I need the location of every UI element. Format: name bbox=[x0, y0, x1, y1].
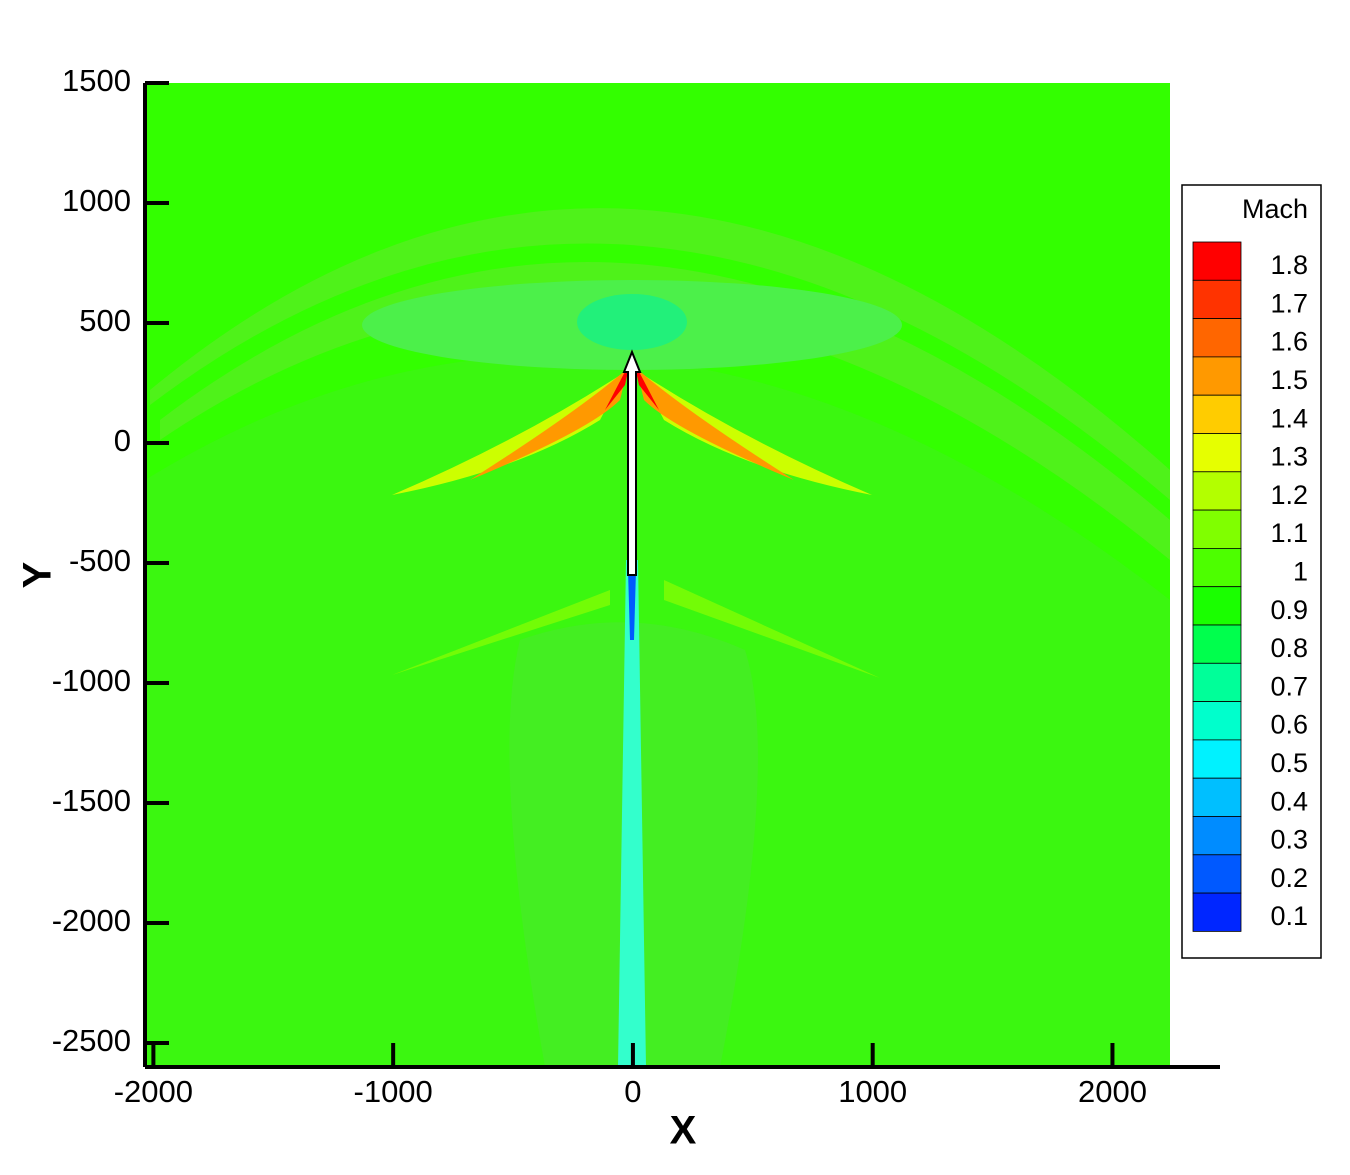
x-tick-label: 0 bbox=[624, 1074, 641, 1109]
legend-swatch bbox=[1192, 586, 1242, 626]
legend-label: 1 bbox=[1293, 557, 1308, 587]
tail-shock bbox=[392, 590, 610, 675]
legend-label: 1.5 bbox=[1270, 365, 1308, 395]
legend-title: Mach bbox=[1242, 194, 1308, 224]
legend-swatch bbox=[1192, 854, 1242, 894]
legend-label: 1.2 bbox=[1270, 480, 1308, 510]
bubble bbox=[577, 294, 687, 350]
legend-swatch bbox=[1192, 241, 1242, 281]
x-tick-label: -2000 bbox=[114, 1074, 193, 1109]
legend-swatch bbox=[1192, 318, 1242, 358]
x-tick-label: -1000 bbox=[354, 1074, 433, 1109]
legend-label: 1.3 bbox=[1270, 442, 1308, 472]
legend-label: 0.9 bbox=[1270, 595, 1308, 625]
legend-swatch bbox=[1192, 624, 1242, 664]
legend-label: 0.1 bbox=[1270, 901, 1308, 931]
legend-label: 0.8 bbox=[1270, 633, 1308, 663]
contour-field bbox=[145, 83, 1170, 1067]
legend-label: 1.8 bbox=[1270, 250, 1308, 280]
x-axis-label: X bbox=[670, 1109, 697, 1153]
shock-arc bbox=[160, 261, 1170, 560]
legend-swatch bbox=[1192, 816, 1242, 856]
legend-label: 1.7 bbox=[1270, 288, 1308, 318]
y-tick-label: -1000 bbox=[52, 663, 131, 698]
wake-jet bbox=[628, 570, 636, 640]
legend-label: 0.6 bbox=[1270, 710, 1308, 740]
expansion-fan bbox=[634, 362, 659, 410]
legend-swatch bbox=[1192, 279, 1242, 319]
legend-label: 0.2 bbox=[1270, 863, 1308, 893]
legend-swatch bbox=[1192, 701, 1242, 741]
legend-label: 1.1 bbox=[1270, 518, 1308, 548]
tail-shock bbox=[664, 580, 880, 678]
y-tick-label: -2000 bbox=[52, 903, 131, 938]
legend-label: 0.7 bbox=[1270, 671, 1308, 701]
legend-swatch bbox=[1192, 394, 1242, 434]
y-tick-label: -500 bbox=[69, 543, 131, 578]
legend-swatch bbox=[1192, 777, 1242, 817]
y-tick-label: -1500 bbox=[52, 783, 131, 818]
y-tick-label: -2500 bbox=[52, 1023, 131, 1058]
legend-swatch bbox=[1192, 739, 1242, 779]
legend-swatch bbox=[1192, 471, 1242, 511]
x-tick-label: 2000 bbox=[1078, 1074, 1147, 1109]
legend-swatch bbox=[1192, 548, 1242, 588]
legend-swatch bbox=[1192, 892, 1242, 932]
wake-jet bbox=[618, 560, 646, 1067]
y-tick-label: 1500 bbox=[62, 63, 131, 98]
legend-label: 1.6 bbox=[1270, 327, 1308, 357]
legend-swatch bbox=[1192, 356, 1242, 396]
legend-label: 0.4 bbox=[1270, 786, 1308, 816]
y-tick-label: 0 bbox=[114, 423, 131, 458]
legend-swatch bbox=[1192, 662, 1242, 702]
y-tick-label: 500 bbox=[79, 303, 131, 338]
expansion-fan bbox=[605, 362, 630, 410]
legend-label: 0.3 bbox=[1270, 825, 1308, 855]
y-tick-label: 1000 bbox=[62, 183, 131, 218]
y-axis-label: Y bbox=[16, 561, 60, 588]
legend-swatch bbox=[1192, 509, 1242, 549]
x-tick-label: 1000 bbox=[838, 1074, 907, 1109]
legend-label: 1.4 bbox=[1270, 403, 1308, 433]
projectile bbox=[622, 349, 642, 576]
legend-swatch bbox=[1192, 433, 1242, 473]
legend-label: 0.5 bbox=[1270, 748, 1308, 778]
